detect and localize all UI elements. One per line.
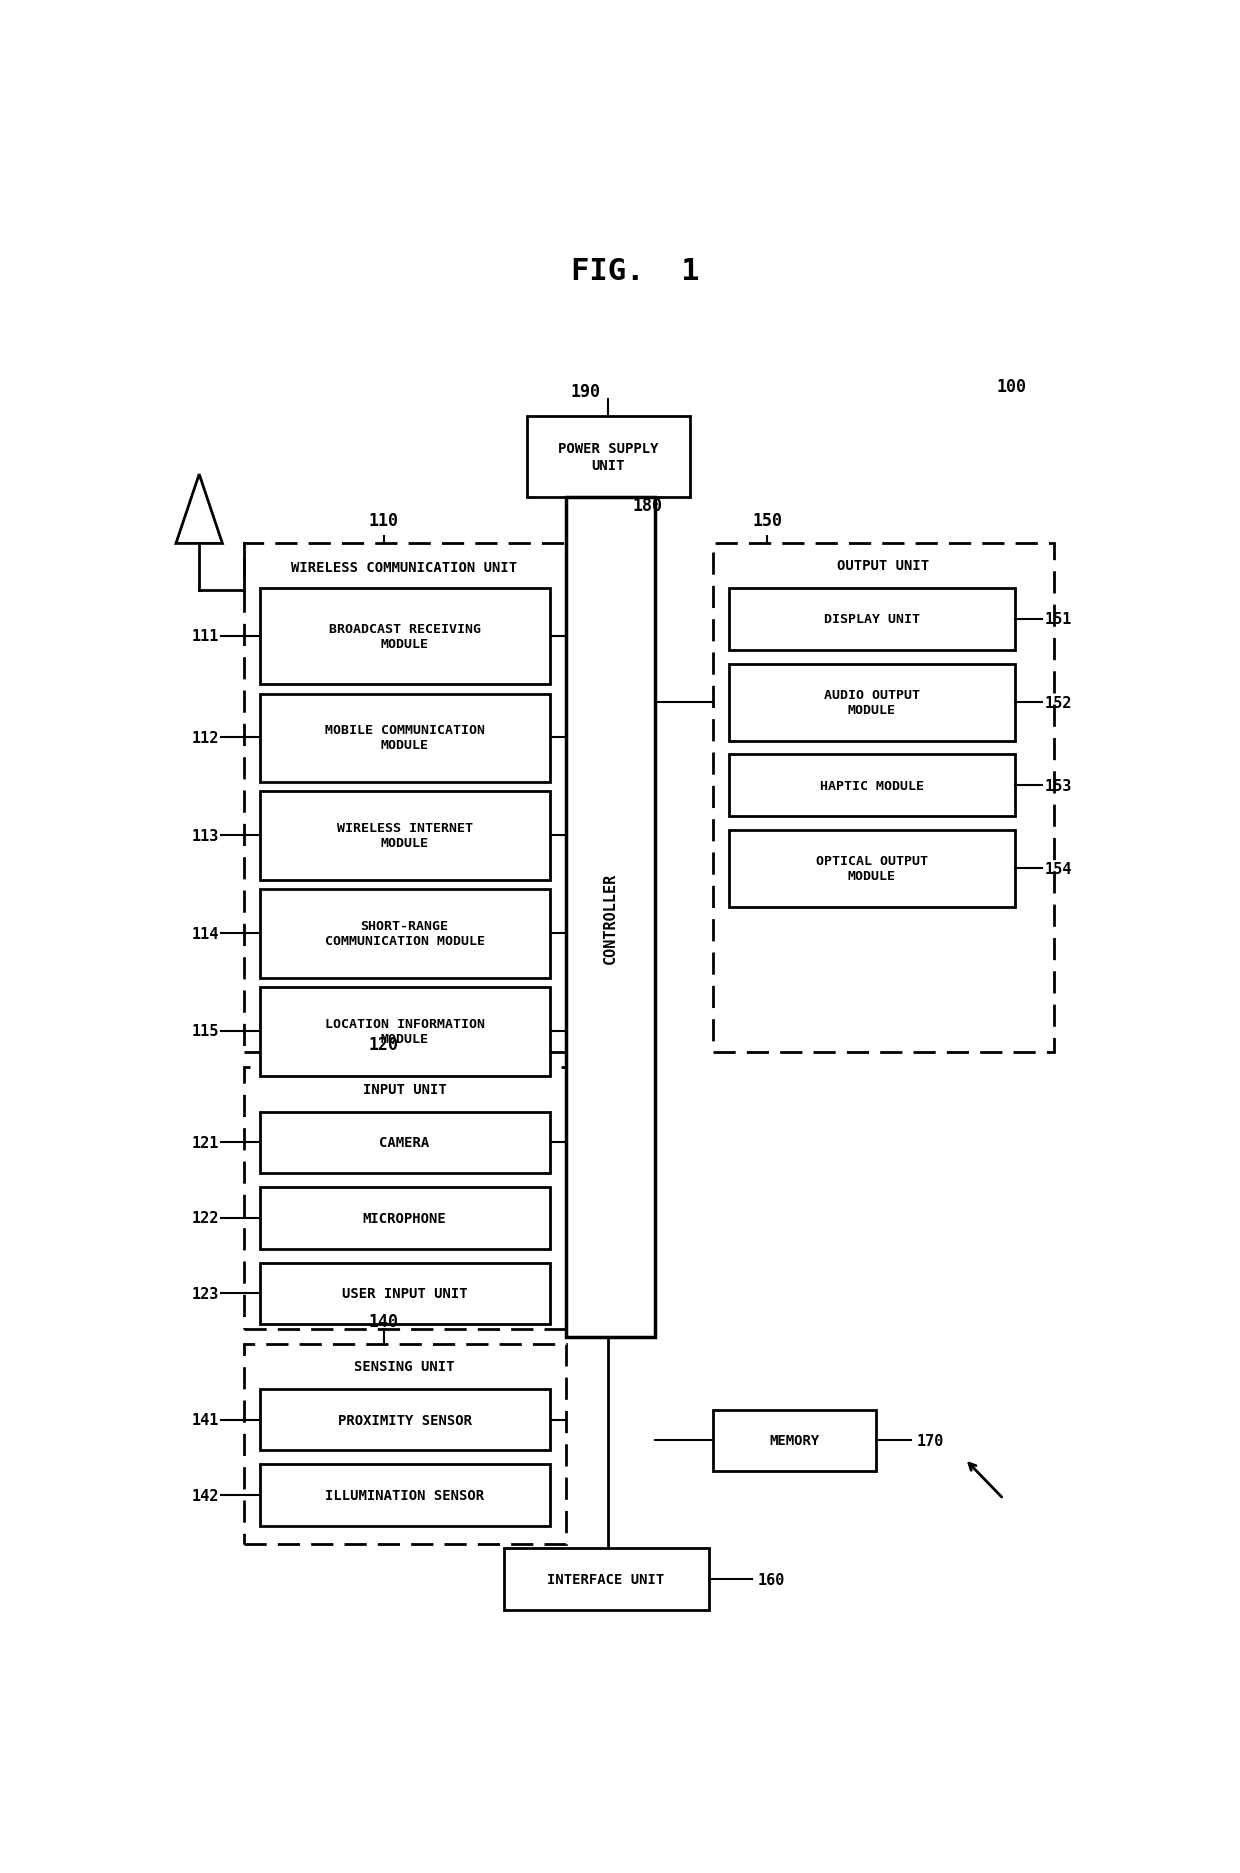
Text: 112: 112 [192,730,219,745]
Text: LOCATION INFORMATION
MODULE: LOCATION INFORMATION MODULE [325,1017,485,1045]
Bar [259,1390,551,1452]
Text: 121: 121 [192,1135,219,1150]
Bar [259,987,551,1075]
Text: INPUT UNIT: INPUT UNIT [362,1083,446,1096]
Bar [244,1345,565,1545]
Bar [729,830,1016,907]
Text: ILLUMINATION SENSOR: ILLUMINATION SENSOR [325,1489,484,1502]
Text: OPTICAL OUTPUT
MODULE: OPTICAL OUTPUT MODULE [816,854,928,882]
Bar [259,1262,551,1324]
Text: 110: 110 [368,511,398,530]
Text: AUDIO OUTPUT
MODULE: AUDIO OUTPUT MODULE [823,689,920,717]
Bar [565,498,655,1337]
Bar [527,418,689,498]
Bar [244,1068,565,1330]
Text: 122: 122 [192,1210,219,1225]
Text: FIG.  1: FIG. 1 [572,257,699,285]
Bar [713,545,1054,1053]
Text: 100: 100 [997,376,1027,395]
Bar [259,1465,551,1526]
Polygon shape [176,476,222,545]
Text: MOBILE COMMUNICATION
MODULE: MOBILE COMMUNICATION MODULE [325,725,485,753]
Bar [729,588,1016,650]
Text: USER INPUT UNIT: USER INPUT UNIT [342,1287,467,1300]
Bar [713,1410,875,1472]
Text: MEMORY: MEMORY [769,1433,820,1448]
Text: 160: 160 [758,1571,785,1586]
Text: 115: 115 [192,1025,219,1040]
Bar [729,755,1016,817]
Text: 142: 142 [192,1487,219,1502]
Text: PROXIMITY SENSOR: PROXIMITY SENSOR [337,1412,471,1427]
Bar [259,588,551,686]
Bar [259,695,551,783]
Text: 151: 151 [1044,612,1071,627]
Text: 141: 141 [192,1412,219,1427]
Bar [503,1549,709,1611]
Text: DISPLAY UNIT: DISPLAY UNIT [823,612,920,626]
Text: CONTROLLER: CONTROLLER [603,871,618,963]
Text: 170: 170 [916,1433,944,1448]
Text: SENSING UNIT: SENSING UNIT [355,1360,455,1373]
Text: 113: 113 [192,828,219,843]
Bar [259,1113,551,1174]
Bar [259,1187,551,1249]
Text: 114: 114 [192,925,219,940]
Text: SHORT-RANGE
COMMUNICATION MODULE: SHORT-RANGE COMMUNICATION MODULE [325,920,485,948]
Text: MICROPHONE: MICROPHONE [362,1212,446,1225]
Text: 123: 123 [192,1287,219,1302]
Text: INTERFACE UNIT: INTERFACE UNIT [547,1571,665,1586]
Text: WIRELESS INTERNET
MODULE: WIRELESS INTERNET MODULE [336,822,472,850]
Text: 190: 190 [570,382,600,401]
Text: 180: 180 [632,496,662,515]
Text: 120: 120 [368,1036,398,1053]
Text: POWER SUPPLY
UNIT: POWER SUPPLY UNIT [558,442,658,472]
Text: 150: 150 [753,511,782,530]
Text: 153: 153 [1044,779,1071,794]
Text: BROADCAST RECEIVING
MODULE: BROADCAST RECEIVING MODULE [329,622,481,650]
Text: 111: 111 [192,629,219,644]
Text: 152: 152 [1044,695,1071,710]
Text: WIRELESS COMMUNICATION UNIT: WIRELESS COMMUNICATION UNIT [291,560,517,575]
Bar [259,890,551,978]
Bar [259,792,551,880]
Bar [729,665,1016,742]
Text: HAPTIC MODULE: HAPTIC MODULE [820,779,924,792]
Text: CAMERA: CAMERA [379,1135,430,1150]
Text: 154: 154 [1044,862,1071,877]
Text: 140: 140 [368,1313,398,1330]
Text: OUTPUT UNIT: OUTPUT UNIT [837,558,930,573]
Bar [244,545,565,1053]
